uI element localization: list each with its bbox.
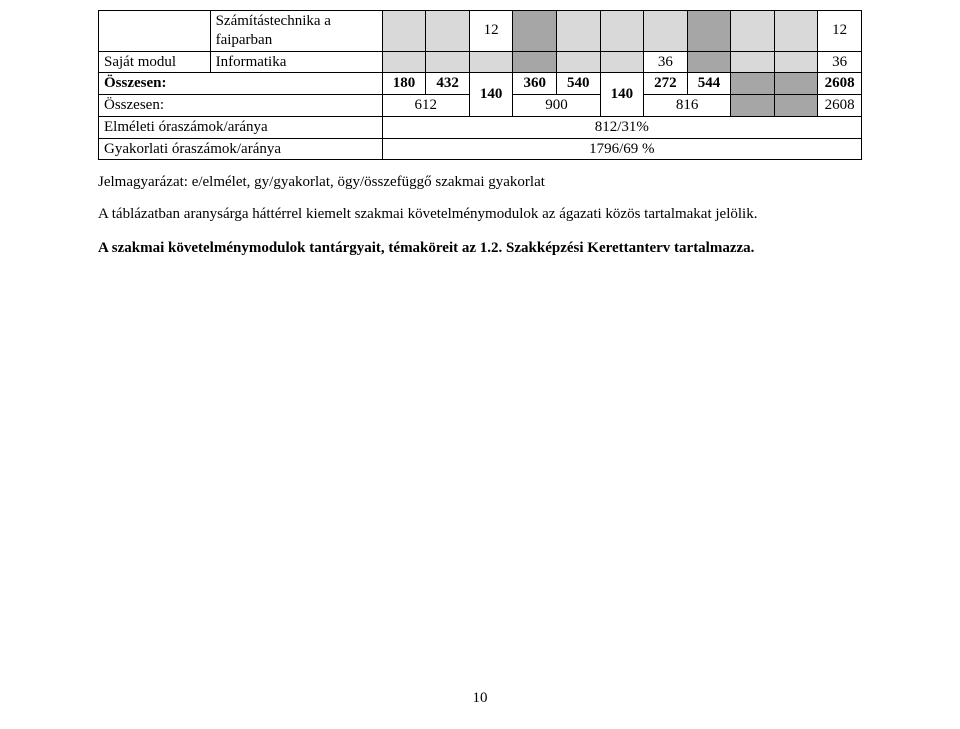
cell-value: 36: [818, 51, 862, 73]
cell-value: 612: [382, 95, 469, 117]
hours-table: Számítástechnika a faiparban 12 12 Saját…: [98, 10, 862, 160]
cell-blank: [99, 11, 211, 52]
ratio-label: Elméleti óraszámok/aránya: [99, 116, 383, 138]
total-label: Összesen:: [99, 95, 383, 117]
module-cell: Saját modul: [99, 51, 211, 73]
cell-shade: [774, 11, 818, 52]
cell-value: 272: [644, 73, 688, 95]
cell-value: 180: [382, 73, 426, 95]
cell-value: 2608: [818, 95, 862, 117]
table-row: Elméleti óraszámok/aránya 812/31%: [99, 116, 862, 138]
cell-dark: [774, 73, 818, 95]
table-row: Saját modul Informatika 36 36: [99, 51, 862, 73]
ratio-value: 1796/69 %: [382, 138, 861, 160]
page-number: 10: [0, 690, 960, 707]
cell-value: 432: [426, 73, 470, 95]
cell-dark: [513, 11, 557, 52]
cell-shade: [382, 11, 426, 52]
closing-text: A szakmai követelménymodulok tantárgyait…: [98, 239, 862, 259]
cell-value-merged: 140: [469, 73, 513, 117]
cell-value: 36: [644, 51, 688, 73]
cell-dark: [731, 73, 775, 95]
cell-shade: [731, 51, 775, 73]
ratio-label: Gyakorlati óraszámok/aránya: [99, 138, 383, 160]
subject-cell: Számítástechnika a faiparban: [210, 11, 382, 52]
cell-value: 544: [687, 73, 731, 95]
cell-dark: [513, 51, 557, 73]
cell-dark: [687, 51, 731, 73]
cell-value-merged: 140: [600, 73, 644, 117]
cell-shade: [382, 51, 426, 73]
ratio-value: 812/31%: [382, 116, 861, 138]
cell-shade: [600, 51, 644, 73]
table-row: Számítástechnika a faiparban 12 12: [99, 11, 862, 52]
cell-dark: [731, 95, 775, 117]
cell-dark: [774, 95, 818, 117]
cell-value: 816: [644, 95, 731, 117]
cell-shade: [556, 11, 600, 52]
paragraph-note: A táblázatban aranysárga háttérrel kieme…: [98, 205, 862, 225]
cell-value: 360: [513, 73, 557, 95]
cell-value: 540: [556, 73, 600, 95]
cell-value: 12: [818, 11, 862, 52]
cell-shade: [469, 51, 513, 73]
cell-shade: [600, 11, 644, 52]
cell-value: 900: [513, 95, 600, 117]
cell-shade: [426, 11, 470, 52]
cell-shade: [774, 51, 818, 73]
cell-shade: [731, 11, 775, 52]
table-row-total: Összesen: 180 432 140 360 540 140 272 54…: [99, 73, 862, 95]
total-label: Összesen:: [99, 73, 383, 95]
cell-shade: [426, 51, 470, 73]
legend-text: Jelmagyarázat: e/elmélet, gy/gyakorlat, …: [98, 174, 862, 191]
cell-shade: [644, 11, 688, 52]
subject-cell: Informatika: [210, 51, 382, 73]
cell-value: 12: [469, 11, 513, 52]
cell-shade: [556, 51, 600, 73]
cell-value: 2608: [818, 73, 862, 95]
document-page: Számítástechnika a faiparban 12 12 Saját…: [0, 0, 960, 258]
cell-dark: [687, 11, 731, 52]
table-row: Gyakorlati óraszámok/aránya 1796/69 %: [99, 138, 862, 160]
